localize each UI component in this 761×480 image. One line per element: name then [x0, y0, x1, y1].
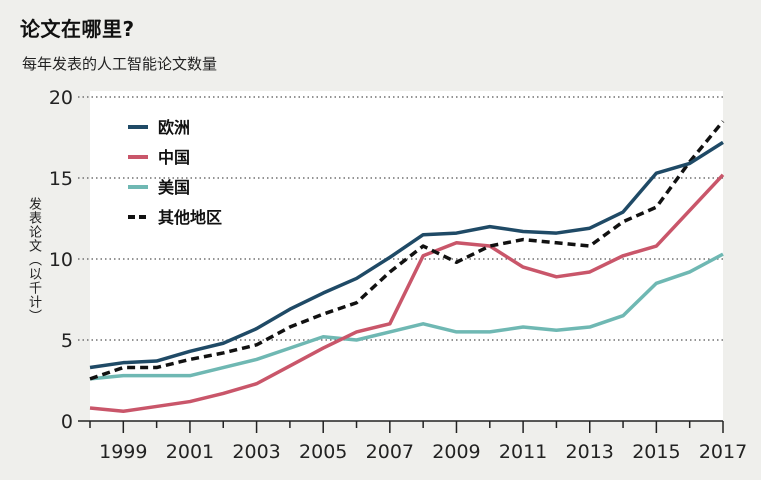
series-line-1 [89, 173, 725, 414]
chart-title: 论文在哪里? [20, 17, 135, 41]
legend-label: 美国 [158, 178, 190, 197]
x-tick-label: 1999 [99, 441, 147, 463]
x-tick-label: 2003 [232, 441, 280, 463]
series-line-2 [89, 252, 724, 381]
y-tick-label: 15 [49, 168, 73, 190]
legend-label: 其他地区 [158, 208, 222, 227]
x-tick-label: 2007 [366, 441, 414, 463]
x-tick-label: 2013 [566, 441, 614, 463]
y-axis-label: 发表论文（以千计） [26, 197, 41, 323]
y-tick-label: 0 [61, 411, 73, 433]
x-tick-label: 2011 [499, 441, 547, 463]
series-lines [89, 120, 725, 414]
y-tick-label: 10 [49, 249, 73, 271]
plot-area [90, 91, 723, 421]
x-axis: 1999 2001 2003 2005 2007 2009 2011 2013 2015 2017 [89, 420, 747, 463]
series-line-3 [89, 120, 725, 381]
y-tick-label: 5 [61, 330, 73, 352]
y-axis-ticks: 0 5 10 15 20 [49, 87, 73, 433]
x-tick-label: 2017 [699, 441, 747, 463]
legend-label: 中国 [158, 148, 190, 167]
x-tick-label: 2015 [632, 441, 680, 463]
series-line-0 [89, 140, 724, 370]
y-tick-label: 20 [49, 87, 73, 109]
x-tick-label: 2009 [432, 441, 480, 463]
gridlines [78, 96, 723, 422]
chart-subtitle: 每年发表的人工智能论文数量 [22, 55, 218, 73]
x-tick-label: 2005 [299, 441, 347, 463]
legend-label: 欧洲 [158, 118, 190, 137]
x-tick-label: 2001 [166, 441, 214, 463]
